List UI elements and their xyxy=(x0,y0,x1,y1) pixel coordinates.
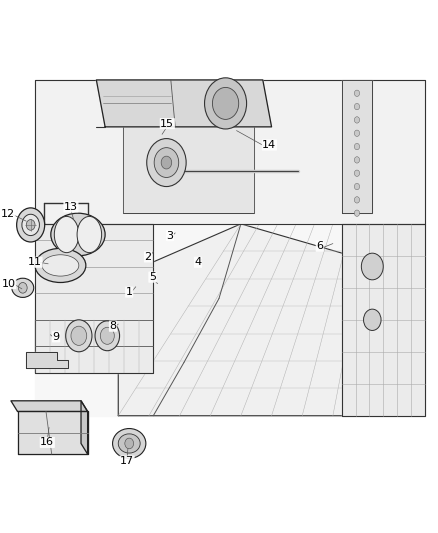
Text: 10: 10 xyxy=(2,279,16,288)
Circle shape xyxy=(66,320,92,352)
Polygon shape xyxy=(342,80,372,213)
Circle shape xyxy=(22,214,39,236)
Circle shape xyxy=(354,90,360,96)
Ellipse shape xyxy=(54,216,79,253)
Text: 4: 4 xyxy=(194,257,201,267)
Polygon shape xyxy=(342,224,425,416)
Circle shape xyxy=(364,309,381,330)
Text: 15: 15 xyxy=(160,119,174,128)
Circle shape xyxy=(354,157,360,163)
Polygon shape xyxy=(123,107,254,213)
Polygon shape xyxy=(118,224,425,416)
Ellipse shape xyxy=(42,255,79,276)
Circle shape xyxy=(100,327,114,344)
Polygon shape xyxy=(81,401,88,454)
Circle shape xyxy=(205,78,247,129)
Ellipse shape xyxy=(35,248,86,282)
Circle shape xyxy=(354,117,360,123)
Circle shape xyxy=(71,326,87,345)
Circle shape xyxy=(161,156,172,169)
Circle shape xyxy=(212,87,239,119)
Circle shape xyxy=(354,210,360,216)
Circle shape xyxy=(354,103,360,110)
Polygon shape xyxy=(11,401,88,411)
Text: 3: 3 xyxy=(166,231,173,240)
Polygon shape xyxy=(35,224,153,373)
Text: 1: 1 xyxy=(126,287,133,297)
Circle shape xyxy=(361,253,383,280)
Text: 17: 17 xyxy=(120,456,134,466)
Circle shape xyxy=(354,143,360,150)
Text: 14: 14 xyxy=(262,140,276,150)
Circle shape xyxy=(354,130,360,136)
Circle shape xyxy=(354,170,360,176)
Circle shape xyxy=(95,321,120,351)
Ellipse shape xyxy=(12,278,34,297)
Text: 9: 9 xyxy=(53,332,60,342)
Circle shape xyxy=(125,438,134,449)
Polygon shape xyxy=(35,224,425,416)
Ellipse shape xyxy=(51,213,105,256)
Circle shape xyxy=(26,220,35,230)
Circle shape xyxy=(17,208,45,242)
Circle shape xyxy=(354,183,360,190)
Text: 16: 16 xyxy=(40,438,54,447)
Circle shape xyxy=(354,197,360,203)
Text: 5: 5 xyxy=(149,272,156,282)
Text: 12: 12 xyxy=(1,209,15,219)
Text: 2: 2 xyxy=(145,252,152,262)
Ellipse shape xyxy=(77,216,102,253)
Text: 11: 11 xyxy=(28,257,42,267)
Ellipse shape xyxy=(113,429,146,458)
Text: 6: 6 xyxy=(316,241,323,251)
Polygon shape xyxy=(35,80,425,224)
Polygon shape xyxy=(26,352,68,368)
Text: 13: 13 xyxy=(64,202,78,212)
Circle shape xyxy=(147,139,186,187)
Text: 8: 8 xyxy=(110,321,117,331)
Polygon shape xyxy=(96,80,272,127)
Ellipse shape xyxy=(118,434,140,453)
Circle shape xyxy=(154,148,179,177)
Polygon shape xyxy=(18,411,88,454)
Circle shape xyxy=(18,282,27,293)
